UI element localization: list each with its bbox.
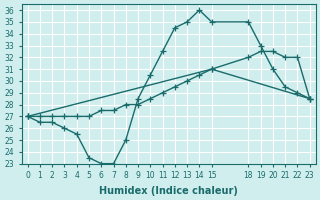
- X-axis label: Humidex (Indice chaleur): Humidex (Indice chaleur): [99, 186, 238, 196]
